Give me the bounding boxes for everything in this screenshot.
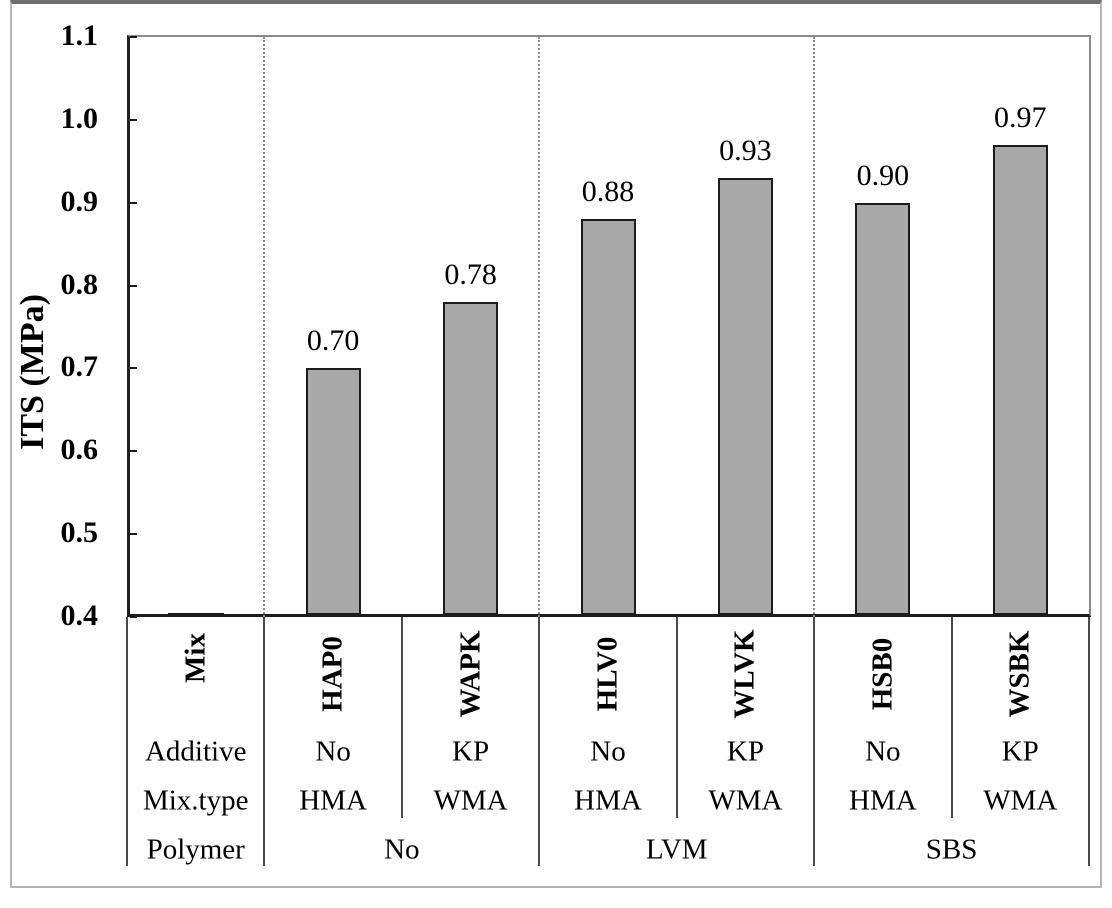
- y-tick-mark: [130, 118, 137, 121]
- mixtype-value: WMA: [983, 784, 1058, 817]
- row-header-polymer: Polymer: [146, 833, 245, 866]
- bar: [443, 302, 499, 615]
- y-tick-mark: [130, 616, 137, 618]
- y-tick-mark: [130, 36, 137, 38]
- bar-value-label: 0.70: [306, 324, 360, 358]
- y-tick-label: 0.5: [60, 515, 99, 549]
- group-separator-dotted: [813, 37, 816, 617]
- row-header-mixtype: Mix.type: [142, 784, 249, 817]
- y-tick-label: 0.7: [60, 350, 99, 384]
- table-inner-line: [950, 617, 953, 818]
- bar-value-label: 0.78: [444, 258, 497, 292]
- category-label-rotated: WLVK: [728, 629, 761, 719]
- plot-area-frame: [127, 35, 1091, 617]
- bar-value-label: 0.88: [581, 175, 635, 209]
- bar-value-label: 0.90: [856, 158, 910, 192]
- mixtype-value: WMA: [708, 784, 783, 817]
- bar-value-label: 0.97: [994, 100, 1047, 134]
- category-label-rotated: HAP0: [316, 636, 349, 712]
- y-tick-label: 0.8: [60, 267, 99, 301]
- y-tick-label: 0.6: [60, 433, 99, 467]
- mixtype-value: HMA: [849, 784, 917, 817]
- bar: [855, 202, 911, 615]
- mixtype-value: HMA: [574, 784, 642, 817]
- y-tick-label: 0.9: [60, 184, 99, 218]
- row-header-mix: Mix: [179, 633, 212, 683]
- table-group-line: [538, 617, 541, 866]
- figure-outer-border: [10, 0, 1102, 888]
- y-tick-mark: [130, 450, 137, 453]
- polymer-group-value: SBS: [925, 833, 978, 866]
- group-separator-dotted: [538, 37, 541, 617]
- additive-value: No: [315, 735, 351, 768]
- category-label-rotated: HLV0: [591, 636, 624, 712]
- polymer-group-value: No: [384, 833, 420, 866]
- y-tick-mark: [130, 533, 137, 536]
- additive-value: KP: [452, 735, 490, 768]
- table-group-line: [263, 617, 266, 866]
- y-tick-mark: [130, 284, 137, 287]
- y-tick-mark: [130, 201, 137, 204]
- table-inner-line: [400, 617, 403, 818]
- bar: [305, 368, 361, 615]
- polymer-group-value: LVM: [645, 833, 708, 866]
- y-tick-label: 1.0: [60, 101, 99, 135]
- additive-value: No: [590, 735, 626, 768]
- mixtype-value: HMA: [299, 784, 367, 817]
- additive-value: KP: [726, 735, 764, 768]
- y-tick-label: 1.1: [60, 18, 99, 52]
- category-label-rotated: WAPK: [454, 630, 487, 718]
- y-tick-mark: [130, 367, 137, 370]
- group-separator-dotted: [263, 37, 266, 617]
- table-inner-line: [675, 617, 678, 818]
- bar: [992, 144, 1048, 615]
- bar: [580, 219, 636, 615]
- mixtype-value: WMA: [433, 784, 508, 817]
- mix-baseline-dash: [167, 613, 224, 617]
- bar-value-label: 0.93: [719, 133, 772, 167]
- row-header-additive: Additive: [144, 735, 247, 768]
- table-group-line: [1088, 617, 1090, 866]
- additive-value: No: [865, 735, 901, 768]
- bar: [717, 177, 773, 615]
- table-group-line: [126, 617, 128, 866]
- y-tick-label: 0.4: [60, 598, 99, 632]
- additive-value: KP: [1001, 735, 1039, 768]
- category-label-rotated: HSB0: [866, 637, 899, 711]
- table-group-line: [813, 617, 816, 866]
- category-label-rotated: WSBK: [1003, 630, 1036, 718]
